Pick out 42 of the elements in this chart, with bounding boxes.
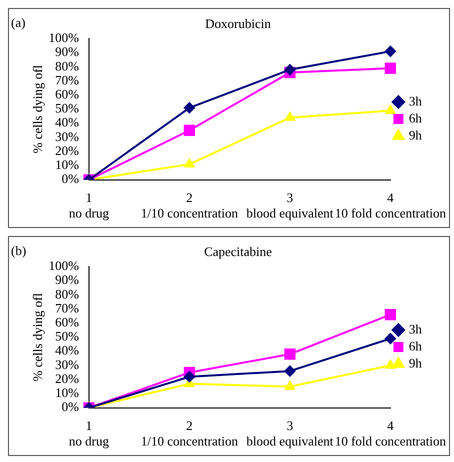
text: (a) xyxy=(11,14,26,30)
legend-label: 6h xyxy=(408,338,422,354)
y-tick-label: 70% xyxy=(55,72,80,88)
y-tick-label: 40% xyxy=(55,342,80,358)
y-tick-label: 20% xyxy=(55,142,80,158)
y-tick-label: 10% xyxy=(55,157,80,172)
y-tick-label: 50% xyxy=(55,100,80,116)
legend-label: 3h xyxy=(408,93,422,108)
x-tick-label: 4 10 fold concentration xyxy=(334,190,446,221)
x-tick-label: 2 1/10 concentration xyxy=(140,190,238,221)
x-tick-label: 3 blood equivalent xyxy=(246,190,334,221)
y-tick-label: 0% xyxy=(62,171,80,186)
x-tick-label: 1 no drug xyxy=(68,190,110,221)
x-tick-label: 1 no drug xyxy=(68,418,110,449)
y-tick-label: 80% xyxy=(55,286,80,302)
y-tick-label: 60% xyxy=(55,314,80,330)
y-tick-label: 30% xyxy=(55,356,80,372)
y-axis-title: % cells dying ofl xyxy=(30,292,46,382)
x-tick-label: 4 10 fold concentration xyxy=(334,418,446,449)
legend-label: 6h xyxy=(408,110,422,126)
legend-label: 9h xyxy=(408,355,422,370)
y-tick-label: 90% xyxy=(55,44,80,60)
y-tick-label: 60% xyxy=(55,86,80,102)
y-axis-title: % cells dying ofl xyxy=(30,64,46,154)
chart-title: Doxorubicin xyxy=(205,16,272,32)
y-tick-label: 0% xyxy=(62,399,80,414)
x-tick-label: 2 1/10 concentration xyxy=(140,418,238,449)
legend-label: 9h xyxy=(408,127,422,142)
x-tick-label: 3 blood equivalent xyxy=(246,418,334,449)
y-tick-label: 70% xyxy=(55,300,80,316)
y-tick-label: 30% xyxy=(55,128,80,144)
y-tick-label: 90% xyxy=(55,272,80,288)
text: (b) xyxy=(11,242,26,258)
y-tick-label: 80% xyxy=(55,58,80,74)
y-tick-label: 10% xyxy=(55,385,80,400)
chart-title: Capecitabine xyxy=(204,244,272,260)
y-tick-label: 20% xyxy=(55,370,80,386)
legend-label: 3h xyxy=(408,321,422,336)
y-tick-label: 100% xyxy=(48,30,80,46)
y-tick-label: 100% xyxy=(48,258,80,274)
y-tick-label: 50% xyxy=(55,328,80,344)
y-tick-label: 40% xyxy=(55,114,80,130)
